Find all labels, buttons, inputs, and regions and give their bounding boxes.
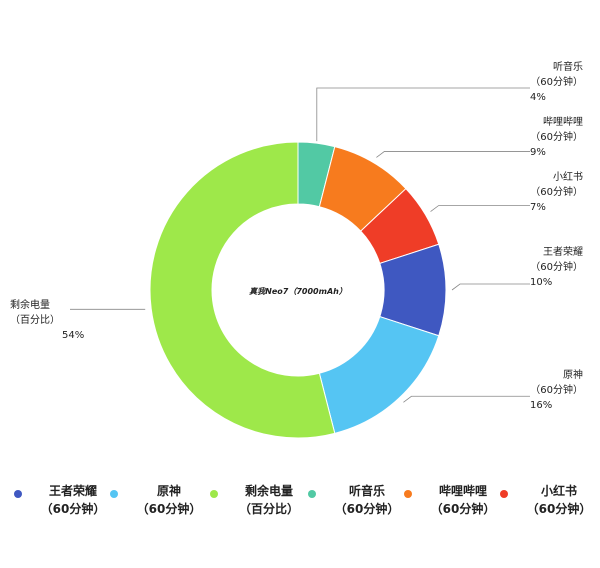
callout-line-4 xyxy=(451,283,530,291)
legend-swatch xyxy=(308,490,316,498)
legend-label-line1: 小红书 xyxy=(540,484,577,498)
callout-label-5-line-2: （60分钟） xyxy=(530,383,583,396)
legend-label: 原神 （60分钟） xyxy=(124,482,214,518)
legend-swatch xyxy=(500,490,508,498)
callout-line-2 xyxy=(376,151,530,158)
callout-label-4-line-2: （60分钟） xyxy=(530,260,583,273)
legend-label-line2: （60分钟） xyxy=(136,502,202,516)
callout-label-6-line-1: 剩余电量 xyxy=(10,298,50,311)
callout-line-3 xyxy=(430,205,530,212)
slice-6 xyxy=(149,141,336,439)
callout-label-2-line-3: 9% xyxy=(530,147,546,158)
legend-label-line2: （百分比） xyxy=(238,502,299,516)
legend-label-line1: 原神 xyxy=(156,484,181,498)
legend-swatch xyxy=(14,490,22,498)
callout-label-2-line-2: （60分钟） xyxy=(530,130,583,143)
callouts-group: 听音乐 （60分钟） 4% 哔哩哔哩 （60分钟） 9% 小红书 （60分钟） 7% 王者荣耀 （6… xyxy=(10,60,583,411)
callout-label-3-line-1: 小红书 xyxy=(553,170,583,183)
legend-swatch xyxy=(210,490,218,498)
callout-label-1-line-1: 听音乐 xyxy=(553,60,583,73)
legend-label: 听音乐 （60分钟） xyxy=(322,482,412,518)
legend-label-line1: 王者荣耀 xyxy=(48,484,97,498)
callout-label-6-line-2: （百分比） xyxy=(10,314,60,326)
legend-label-line2: （60分钟） xyxy=(430,502,496,516)
legend-label-line2: （60分钟） xyxy=(334,502,400,516)
legend-label-line2: （60分钟） xyxy=(40,502,106,516)
legend-label-line1: 听音乐 xyxy=(348,484,385,498)
legend-label-line2: （60分钟） xyxy=(526,502,592,516)
callout-label-5-line-3: 16% xyxy=(530,400,552,411)
legend: 王者荣耀 （60分钟） 原神 （60分钟） 剩余电量 （百分比） 听音乐 （60分钟） 哔哩哔哩… xyxy=(0,482,600,522)
callout-label-2-line-1: 哔哩哔哩 xyxy=(543,115,583,128)
callout-line-1 xyxy=(316,87,530,142)
slices-group xyxy=(149,141,447,439)
callout-label-6-line-3: 54% xyxy=(62,330,84,341)
center-label: 真我Neo7（7000mAh） xyxy=(249,286,347,296)
slice-5 xyxy=(318,315,440,434)
callout-label-1-line-2: （60分钟） xyxy=(530,75,583,88)
legend-label: 哔哩哔哩 （60分钟） xyxy=(418,482,508,518)
legend-swatch xyxy=(110,490,118,498)
callout-label-1-line-3: 4% xyxy=(530,92,546,103)
legend-swatch xyxy=(404,490,412,498)
legend-label: 小红书 （60分钟） xyxy=(514,482,600,518)
legend-label-line1: 剩余电量 xyxy=(244,484,293,498)
callout-label-4-line-1: 王者荣耀 xyxy=(543,246,583,258)
callout-label-4-line-3: 10% xyxy=(530,277,552,288)
callout-label-3-line-3: 7% xyxy=(530,202,546,213)
callout-label-3-line-2: （60分钟） xyxy=(530,185,583,198)
legend-label: 剩余电量 （百分比） xyxy=(224,482,314,518)
callout-label-5-line-1: 原神 xyxy=(563,368,583,381)
legend-label: 王者荣耀 （60分钟） xyxy=(28,482,118,518)
callout-line-5 xyxy=(403,395,530,403)
legend-label-line1: 哔哩哔哩 xyxy=(438,484,487,498)
